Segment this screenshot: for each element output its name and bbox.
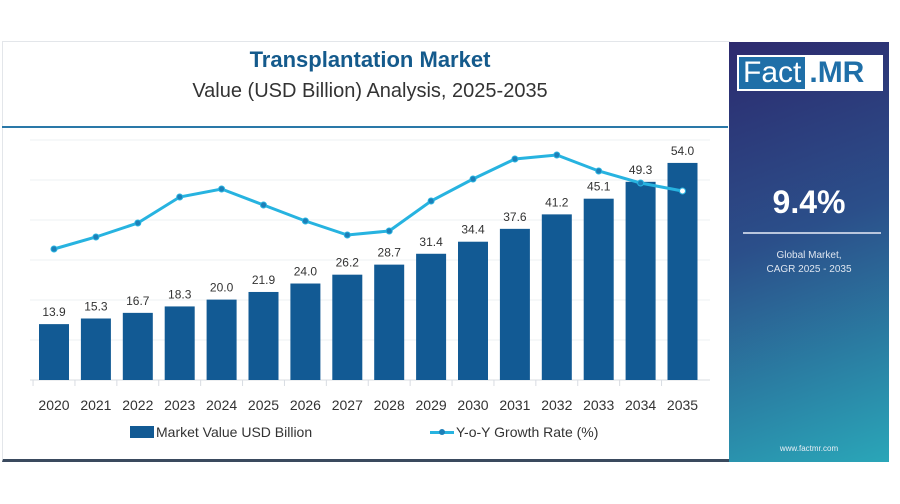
- legend-bar-swatch: [130, 426, 154, 438]
- growth-point-2020: [50, 245, 58, 253]
- x-tick-label: 2021: [80, 397, 111, 413]
- bar-value-label: 54.0: [671, 144, 695, 158]
- x-tick-label: 2031: [499, 397, 530, 413]
- factmr-logo: Fact .MR: [737, 55, 883, 91]
- bar-value-label: 34.4: [461, 223, 485, 237]
- x-tick-label: 2030: [457, 397, 488, 413]
- x-tick-label: 2028: [374, 397, 405, 413]
- title-divider: [2, 126, 728, 128]
- bar-value-label: 45.1: [587, 180, 611, 194]
- bar-value-label: 20.0: [210, 281, 234, 295]
- growth-point-2034: [637, 179, 645, 187]
- x-tick-label: 2020: [38, 397, 69, 413]
- legend-line-label: Y-o-Y Growth Rate (%): [456, 424, 599, 440]
- bar-2030: [458, 241, 488, 380]
- growth-point-2033: [595, 167, 603, 175]
- bar-2023: [164, 306, 195, 380]
- x-tick-label: 2027: [332, 397, 363, 413]
- bar-value-label: 24.0: [294, 265, 318, 279]
- bar-2020: [39, 324, 69, 380]
- chart-subtitle: Value (USD Billion) Analysis, 2025-2035: [192, 80, 548, 102]
- logo-fact: Fact: [739, 57, 806, 89]
- cagr-value: 9.4%: [772, 184, 846, 220]
- bar-value-label: 31.4: [419, 235, 443, 249]
- bar-value-label: 37.6: [503, 210, 527, 224]
- x-tick-label: 2032: [541, 397, 572, 413]
- bar-2031: [499, 228, 530, 380]
- growth-point-2026: [301, 217, 309, 225]
- bar-2034: [625, 181, 656, 380]
- legend-bar-label: Market Value USD Billion: [156, 424, 313, 440]
- bar-2024: [206, 299, 237, 380]
- growth-point-2021: [92, 233, 100, 241]
- chart-title: Transplantation Market: [249, 47, 491, 72]
- x-tick-label: 2035: [667, 397, 698, 413]
- chart-plot: 13.9 2020 15.3 2021 16.7 2022 18.3 2023 20.0 2024…: [30, 139, 710, 413]
- x-tick-label: 2026: [290, 397, 321, 413]
- growth-point-2022: [134, 219, 142, 227]
- bar-value-label: 16.7: [126, 294, 150, 308]
- bar-value-label: 26.2: [336, 256, 360, 270]
- bar-value-label: 49.3: [629, 163, 653, 177]
- bar-2025: [248, 291, 279, 380]
- cagr-label: Global Market, CAGR 2025 - 2035: [729, 249, 889, 277]
- legend-line: Y-o-Y Growth Rate (%): [430, 424, 598, 440]
- growth-point-2031: [511, 155, 519, 163]
- growth-point-2023: [176, 193, 184, 201]
- cagr-label-line2: CAGR 2025 - 2035: [766, 264, 852, 275]
- x-tick-label: 2034: [625, 397, 656, 413]
- x-tick-label: 2033: [583, 397, 614, 413]
- bar-2021: [80, 318, 111, 380]
- growth-point-2030: [469, 175, 477, 183]
- growth-point-2028: [385, 227, 393, 235]
- bar-2028: [374, 264, 405, 380]
- x-tick-label: 2029: [416, 397, 447, 413]
- growth-point-2027: [343, 231, 351, 239]
- growth-point-2025: [260, 201, 267, 209]
- growth-point-2035: [679, 187, 686, 195]
- bar-value-label: 21.9: [252, 273, 276, 287]
- bar-2026: [290, 283, 321, 380]
- bar-2033: [583, 198, 614, 380]
- x-tick-label: 2022: [122, 397, 153, 413]
- legend-line-swatch: [430, 428, 454, 435]
- bar-value-label: 15.3: [84, 299, 108, 313]
- bar-value-label: 28.7: [378, 246, 402, 260]
- cagr-divider: [743, 232, 881, 234]
- x-tick-label: 2023: [164, 397, 195, 413]
- x-tick-label: 2024: [206, 397, 237, 413]
- bar-2035: [667, 162, 698, 380]
- bar-2027: [332, 274, 363, 380]
- bar-value-label: 13.9: [42, 305, 66, 319]
- growth-point-2029: [427, 197, 435, 205]
- bar-2029: [416, 253, 447, 380]
- side-panel: Fact .MR 9.4% Global Market, CAGR 2025 -…: [729, 42, 889, 462]
- bar-value-label: 18.3: [168, 287, 192, 301]
- growth-point-2024: [218, 185, 226, 193]
- legend-bars: Market Value USD Billion: [130, 424, 312, 440]
- x-tick-label: 2025: [248, 397, 279, 413]
- logo-mr: .MR: [809, 56, 865, 89]
- bar-2032: [541, 214, 572, 380]
- growth-rate-line: [53, 153, 683, 251]
- bar-2022: [122, 312, 153, 380]
- bar-value-label: 41.2: [545, 195, 569, 209]
- cagr-label-line1: Global Market,: [776, 250, 842, 261]
- website-url: www.factmr.com: [779, 444, 839, 453]
- growth-point-2032: [553, 151, 561, 159]
